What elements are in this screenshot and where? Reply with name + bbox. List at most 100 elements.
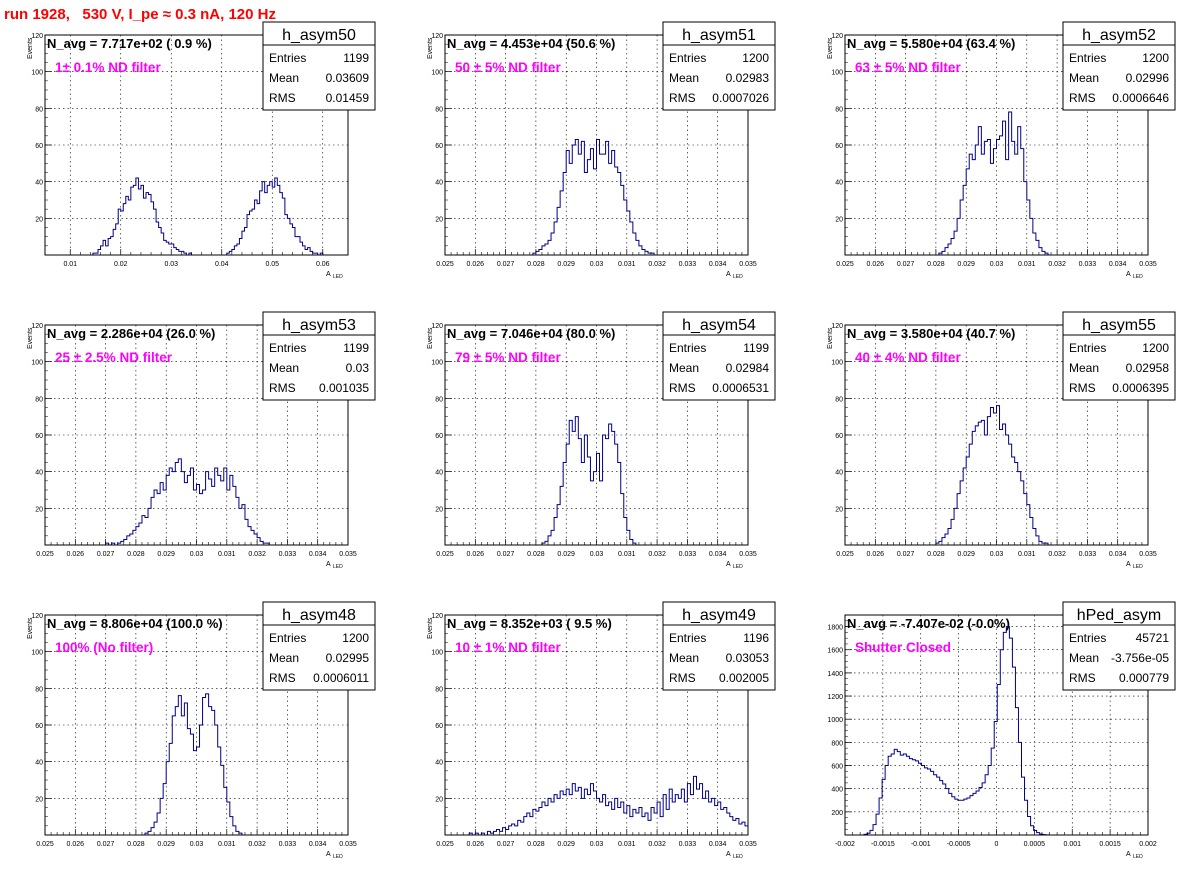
y-tick-label: 120 [431,613,443,620]
y-tick-label: 120 [431,33,443,40]
stats-title: h_asym55 [1082,317,1156,334]
x-tick-label: 0.029 [957,551,975,558]
stats-box [1062,311,1176,401]
stats-label: RMS [269,91,296,105]
stats-box [662,601,776,691]
stats-value: -3.756e-05 [1111,651,1169,665]
y-tick-label: 20 [835,506,843,513]
x-tick-label: 0.032 [1048,261,1066,268]
stats-title: hPed_asym [1077,607,1162,624]
y-tick-label: 60 [835,143,843,150]
y-tick-label: 1000 [827,717,843,724]
stats-value: 0.02995 [326,651,370,665]
y-tick-label: 80 [835,106,843,113]
y-tick-label: 120 [31,323,43,330]
stats-box [1062,21,1176,111]
x-tick-label: 0.029 [957,261,975,268]
x-axis-label: A [726,851,731,858]
y-tick-label: 40 [35,760,43,767]
y-tick-label: 80 [35,106,43,113]
histogram-series [938,111,1049,255]
x-tick-label: 0.03 [190,551,204,558]
histogram-panel-h_asym54: 0.025 0.026 0.027 0.028 0.029 0.03 0.031 0.032 0… [427,311,776,570]
y-tick-label: 100 [431,360,443,367]
x-tick-label: 0.026 [67,551,85,558]
stats-label: Entries [269,341,306,355]
stats-label: Mean [269,651,299,665]
x-tick-label: 0.035 [739,261,757,268]
x-tick-label: 0.027 [897,261,915,268]
x-tick-label: 0.029 [557,261,575,268]
y-axis-label: Events [827,37,834,59]
y-tick-label: 120 [31,613,43,620]
x-axis-label-sub: LED [333,274,343,280]
filter-label: 1± 0.1% ND filter [55,60,161,75]
histogram-series [863,626,1050,835]
x-axis-label-sub: LED [733,564,743,570]
filter-label: 79 ± 5% ND filter [455,350,561,365]
x-tick-label: 0.028 [127,551,145,558]
filter-label: 50 ± 5% ND filter [455,60,561,75]
stats-value: 45721 [1136,631,1170,645]
x-tick-label: 0.025 [36,551,54,558]
x-tick-label: 0.034 [309,841,327,848]
x-tick-label: 0.033 [1079,261,1097,268]
stats-value: 1200 [742,51,769,65]
x-tick-label: 0.01 [63,261,77,268]
x-tick-label: 0.034 [709,261,727,268]
navg-label: N_avg = 4.453e+04 (50.6 %) [447,36,615,51]
x-tick-label: 0.028 [527,841,545,848]
stats-title: h_asym51 [682,27,756,44]
x-tick-label: 0.026 [467,551,485,558]
y-tick-label: 60 [435,433,443,440]
histogram-series [532,139,655,255]
y-tick-label: 120 [831,33,843,40]
y-tick-label: 60 [835,433,843,440]
stats-label: RMS [669,671,696,685]
stats-title: h_asym52 [1082,27,1156,44]
x-tick-label: 0.06 [316,261,330,268]
x-tick-label: 0.034 [309,551,327,558]
x-tick-label: 0.034 [709,841,727,848]
stats-value: 0.03609 [326,71,370,85]
stats-label: Entries [269,51,306,65]
x-tick-label: 0.035 [1139,261,1157,268]
x-tick-label: 0.031 [218,841,236,848]
y-tick-label: 40 [435,470,443,477]
navg-label: N_avg = 8.352e+03 ( 9.5 %) [447,616,612,631]
histogram-panel-h_asym48: 0.025 0.026 0.027 0.028 0.029 0.03 0.031 0.032 0… [27,601,376,860]
x-tick-label: 0.031 [218,551,236,558]
y-tick-label: 80 [35,686,43,693]
x-tick-label: 0.027 [497,841,515,848]
x-tick-label: 0.032 [648,841,666,848]
run-title: run 1928, 530 V, I_pe ≈ 0.3 nA, 120 Hz [4,6,276,23]
histogram-series [105,458,270,545]
histogram-panel-h_asym52: 0.025 0.026 0.027 0.028 0.029 0.03 0.031 0.032 0… [827,21,1176,280]
y-axis-label: Events [27,617,34,639]
x-tick-label: 0.026 [867,551,885,558]
histogram-series [468,775,748,835]
x-tick-label: -0.002 [835,841,855,848]
histogram-series [935,405,1049,545]
x-tick-label: 0.035 [339,551,357,558]
x-tick-label: 0.034 [1109,261,1127,268]
stats-value: 0.0006646 [1112,91,1169,105]
stats-value: 0.0006531 [712,381,769,395]
stats-label: Entries [669,631,706,645]
y-axis-label: Events [427,37,434,59]
y-tick-label: 40 [35,470,43,477]
x-tick-label: 0.026 [867,261,885,268]
x-tick-label: 0.033 [679,841,697,848]
filter-label: Shutter Closed [855,640,951,655]
x-tick-label: 0.035 [339,841,357,848]
filter-label: 10 ± 1% ND filter [455,640,561,655]
x-tick-label: 0.027 [497,261,515,268]
x-tick-label: 0.001 [1063,841,1081,848]
x-tick-label: 0.03 [590,551,604,558]
navg-label: N_avg = 7.046e+04 (80.0 %) [447,326,615,341]
y-tick-label: 40 [835,180,843,187]
y-tick-label: 80 [435,686,443,693]
y-tick-label: 40 [35,180,43,187]
y-tick-label: 80 [35,396,43,403]
